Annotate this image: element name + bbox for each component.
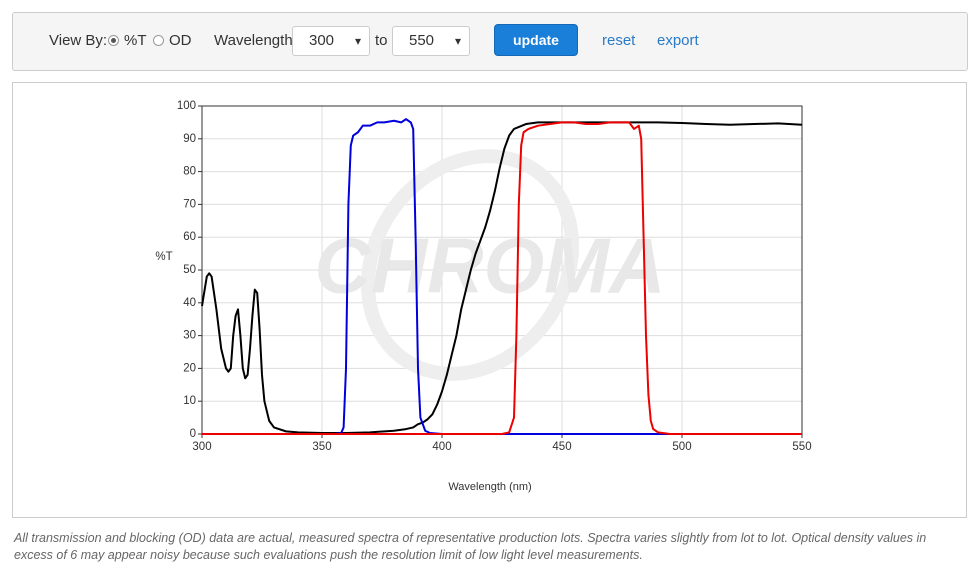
select-value: 300 xyxy=(309,32,335,49)
radio-od[interactable] xyxy=(153,35,164,46)
spectrum-line xyxy=(201,121,803,435)
update-button[interactable]: update xyxy=(494,24,578,56)
to-label: to xyxy=(375,32,388,49)
export-link[interactable]: export xyxy=(657,32,699,49)
from-select[interactable]: 300 xyxy=(292,26,370,56)
chart: CHROMA %T Wavelength (nm) 0 10 20 30 40 50 60 7… xyxy=(12,82,967,518)
y-tick-label: 100 xyxy=(177,100,196,112)
watermark-text: CHROMA xyxy=(315,222,666,310)
x-tick-label: 400 xyxy=(432,441,451,453)
spectrum-line xyxy=(202,121,802,435)
y-tick-label: 10 xyxy=(183,395,196,407)
x-tick-label: 300 xyxy=(192,441,211,453)
watermark-swoosh xyxy=(360,149,580,381)
y-tick-label: 50 xyxy=(183,264,196,276)
y-tick-label: 0 xyxy=(190,428,196,440)
x-axis-label: Wavelength (nm) xyxy=(448,481,531,493)
x-tick-label: 450 xyxy=(552,441,571,453)
footnote: All transmission and blocking (OD) data … xyxy=(14,531,927,562)
y-tick-label: 20 xyxy=(183,362,196,374)
option-label[interactable]: OD xyxy=(169,32,192,49)
x-tick-label: 500 xyxy=(672,441,691,453)
toolbar: View By: %T OD Wavelength 300 to 550 upd… xyxy=(12,12,968,71)
x-tick-label: 550 xyxy=(792,441,811,453)
watermark: CHROMA xyxy=(315,149,666,381)
select-value: 550 xyxy=(409,32,435,49)
y-axis-label: %T xyxy=(155,251,172,263)
y-tick-label: 90 xyxy=(183,133,196,145)
y-tick-label: 80 xyxy=(183,166,196,178)
y-tick-label: 30 xyxy=(183,330,196,342)
y-tick-label: 70 xyxy=(183,198,196,210)
y-tick-label: 60 xyxy=(183,231,196,243)
spectrum-line xyxy=(202,118,802,435)
y-tick-label: 40 xyxy=(183,297,196,309)
x-tick-label: 350 xyxy=(312,441,331,453)
to-select[interactable]: 550 xyxy=(392,26,470,56)
wavelength-label: Wavelength xyxy=(214,32,293,49)
radio-t[interactable] xyxy=(108,35,119,46)
reset-link[interactable]: reset xyxy=(602,32,636,49)
option-label[interactable]: %T xyxy=(124,32,147,49)
view-by-label: View By: xyxy=(49,32,108,49)
